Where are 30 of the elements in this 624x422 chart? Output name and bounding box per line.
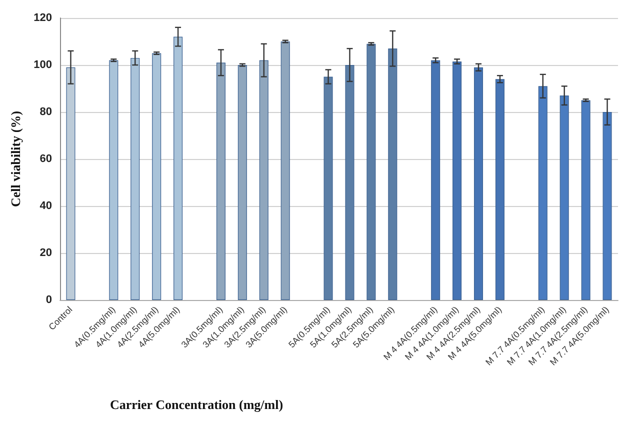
bar [345, 65, 354, 300]
bar [280, 42, 290, 300]
y-tick-label: 0 [46, 294, 52, 306]
y-tick-label: 120 [34, 12, 52, 24]
y-axis-title: Cell viability (%) [8, 110, 23, 208]
bar [602, 112, 612, 300]
bar [238, 65, 247, 300]
bar [388, 48, 398, 300]
y-tick-label: 100 [34, 59, 52, 71]
y-tick-label: 20 [40, 247, 52, 259]
bar [174, 36, 183, 300]
bar [538, 86, 548, 300]
x-axis-title: Carrier Concentration (mg/ml) [110, 397, 284, 412]
bar [560, 96, 569, 300]
bar [259, 60, 268, 300]
bar [66, 67, 76, 300]
bar [152, 53, 162, 300]
bar [581, 100, 590, 300]
bar [109, 60, 118, 300]
bar [474, 67, 484, 300]
bar [452, 61, 462, 300]
bar [216, 62, 226, 300]
y-tick-label: 40 [40, 200, 52, 212]
bar [130, 58, 140, 300]
y-tick-label: 60 [40, 153, 52, 165]
bar [431, 60, 440, 300]
bar [324, 76, 333, 300]
bar [366, 44, 376, 300]
bar [495, 79, 504, 300]
y-tick-label: 80 [40, 106, 52, 118]
